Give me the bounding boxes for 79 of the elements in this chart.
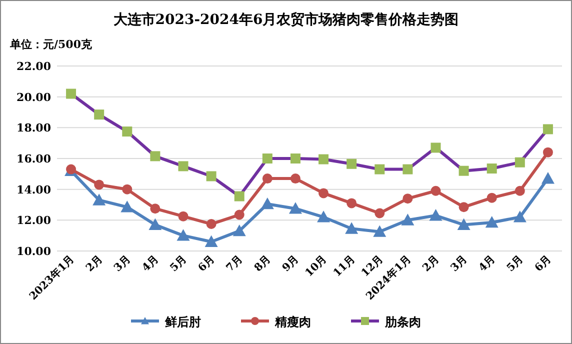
point (345, 222, 358, 234)
x-tick-label: 8月 (252, 252, 274, 274)
point (318, 188, 329, 198)
point (430, 142, 441, 153)
point (94, 180, 104, 190)
point (346, 198, 357, 208)
point (514, 157, 525, 168)
point (94, 110, 104, 120)
y-tick-label: 22.00 (16, 60, 52, 73)
legend-label: 鲜后肘 (164, 315, 201, 329)
point (234, 191, 244, 202)
x-tick-label: 4月 (476, 252, 498, 274)
point (401, 214, 414, 226)
point (374, 164, 385, 174)
point (290, 174, 300, 184)
x-tick-label: 11月 (331, 252, 358, 280)
point (429, 209, 442, 221)
x-tick-label: 3月 (448, 252, 470, 274)
x-tick-label: 6月 (196, 252, 218, 274)
point (373, 225, 386, 237)
x-tick-label: 4月 (140, 252, 162, 274)
point (485, 216, 498, 228)
title: 大连市2023-2024年6月农贸市场猪肉零售价格走势图 (113, 12, 459, 28)
point (234, 210, 244, 220)
point (206, 219, 216, 230)
y-tick-label: 12.00 (16, 214, 52, 228)
point (458, 166, 469, 176)
x-tick-label: 9月 (280, 252, 302, 274)
point (486, 192, 497, 203)
y-tick-label: 16.00 (16, 152, 52, 166)
point (458, 202, 469, 212)
y-tick-label: 18.00 (16, 122, 52, 135)
x-tick-label: 2月 (420, 252, 442, 274)
point (430, 186, 441, 196)
x-tick-label: 5月 (504, 252, 526, 274)
point (206, 171, 216, 182)
point (402, 164, 413, 174)
point (317, 210, 330, 222)
point (148, 218, 162, 230)
point (513, 210, 526, 222)
point (262, 154, 272, 164)
x-tick-label: 7月 (224, 252, 246, 274)
point (150, 151, 160, 162)
annotation: 单位：元/500克 (10, 38, 92, 51)
point (150, 204, 160, 214)
y-tick-label: 10.00 (16, 245, 52, 258)
point (288, 202, 302, 214)
point (262, 174, 272, 184)
point (122, 184, 132, 194)
point (318, 154, 329, 164)
x-tick-label: 6月 (532, 252, 554, 274)
point (402, 194, 413, 204)
y-tick-label: 20.00 (16, 90, 52, 104)
legend-label: 肋条肉 (384, 315, 421, 329)
point (176, 229, 190, 241)
legend-label: 精瘦肉 (274, 315, 311, 329)
point (541, 172, 554, 184)
point (514, 186, 525, 196)
x-tick-label: 3月 (112, 252, 134, 274)
point (120, 200, 134, 212)
x-tick-label: 5月 (168, 252, 190, 274)
point (290, 154, 300, 164)
point (178, 161, 188, 172)
point (542, 147, 553, 158)
point (92, 194, 106, 206)
x-tick-label: 10月 (303, 252, 330, 280)
point (346, 158, 357, 169)
point (457, 218, 470, 230)
point (542, 124, 553, 134)
y-tick-label: 14.00 (16, 183, 52, 196)
point (122, 126, 132, 137)
point (260, 197, 274, 210)
x-tick-label: 2月 (84, 252, 106, 274)
point (232, 224, 246, 236)
point (178, 211, 188, 222)
point (204, 235, 218, 247)
point (486, 164, 497, 174)
point (374, 208, 385, 218)
point (66, 88, 76, 99)
